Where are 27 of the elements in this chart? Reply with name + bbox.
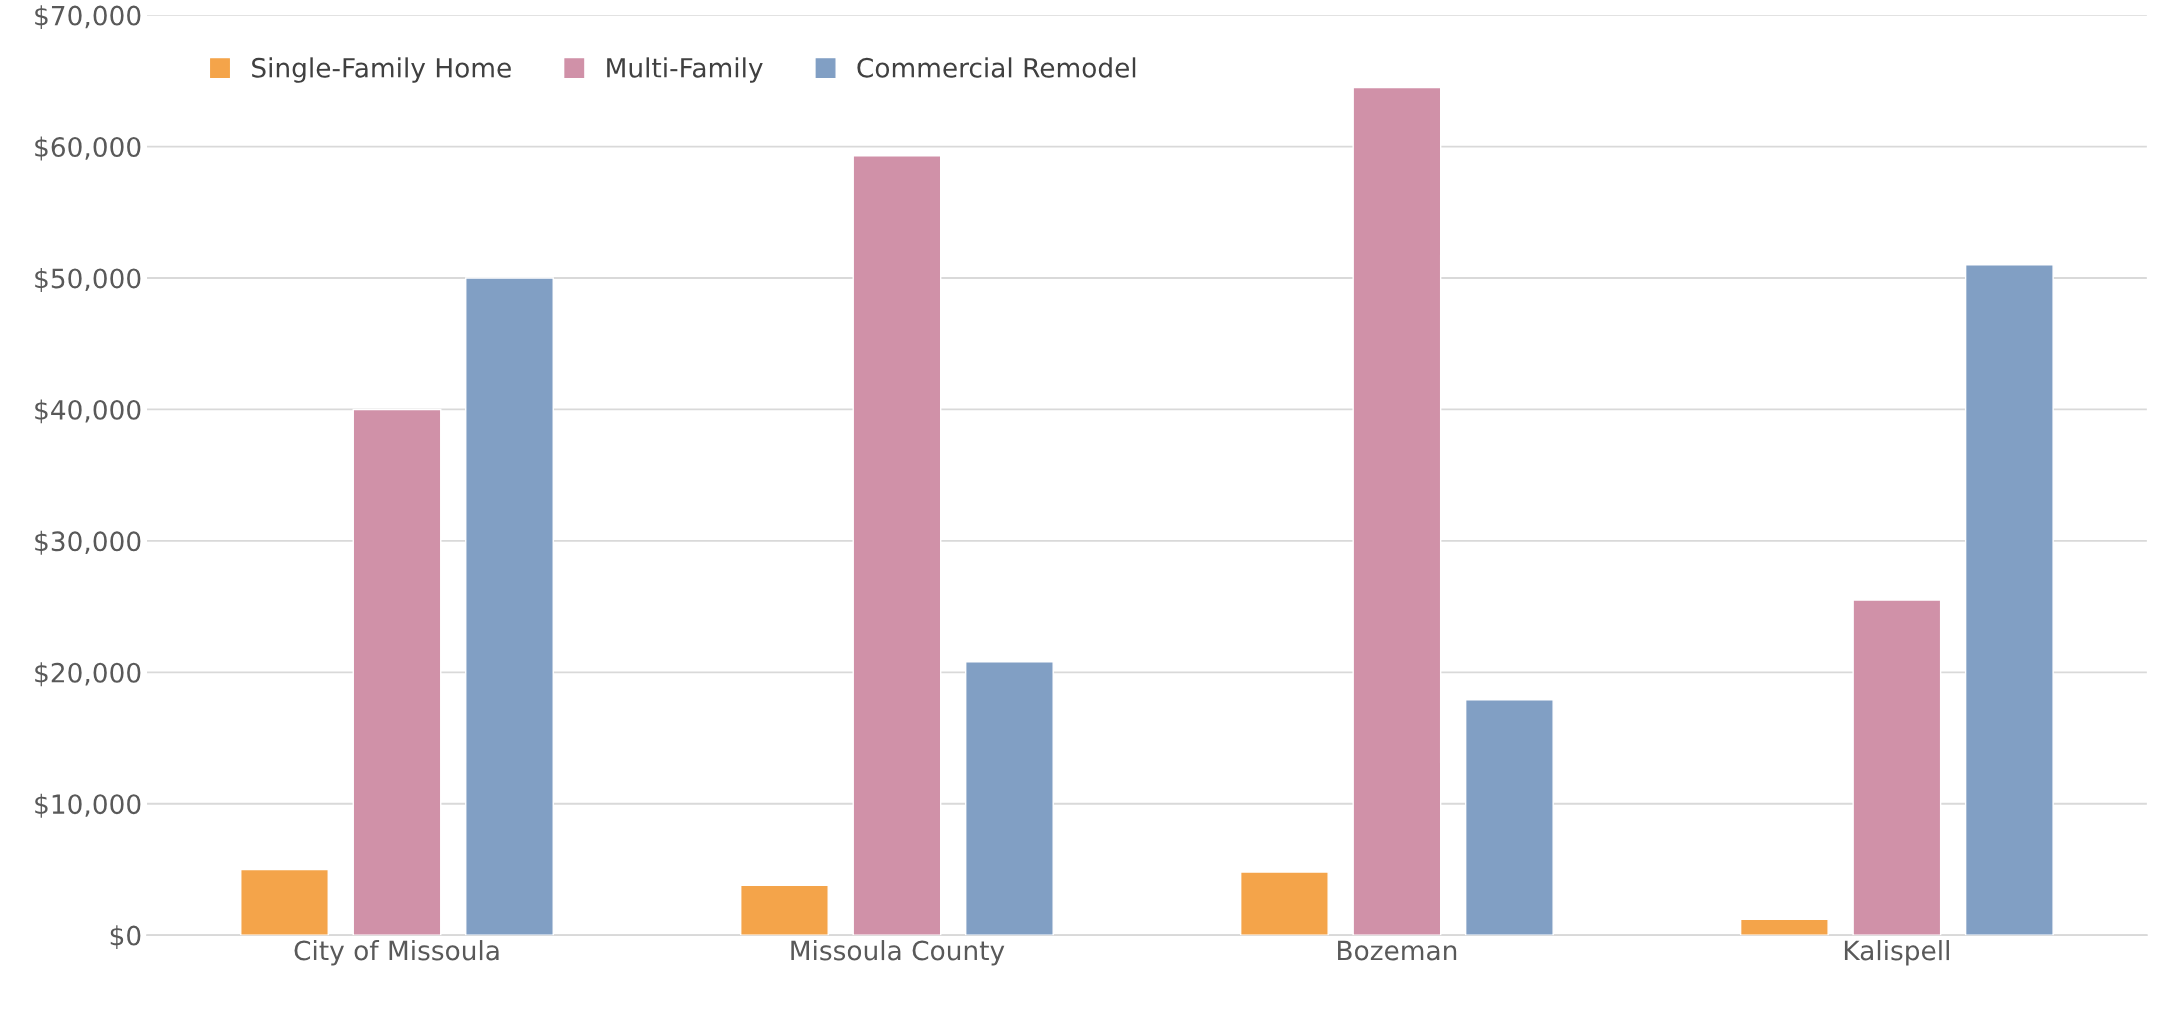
x-tick-label: Missoula County [791, 940, 1005, 966]
bar [1739, 918, 1829, 936]
y-tick-label: $30,000 [35, 530, 141, 555]
x-tick-label: City of Missoula [294, 940, 499, 966]
bar [1464, 699, 1554, 936]
x-tick-label: Bozeman [1338, 940, 1457, 961]
bar [1239, 871, 1329, 936]
legend-label: Single-Family Home [252, 57, 511, 83]
legend-label: Commercial Remodel [857, 57, 1136, 78]
bar [1964, 264, 2054, 936]
bar [465, 277, 554, 936]
bar [965, 661, 1054, 936]
y-tick-label: $70,000 [35, 5, 141, 30]
legend-label: Multi-Family [607, 57, 763, 83]
y-tick-label: $60,000 [35, 136, 141, 161]
bar [740, 884, 829, 936]
y-tick-label: $40,000 [35, 399, 141, 424]
bar [1852, 599, 1942, 936]
y-tick-label: $10,000 [35, 793, 141, 818]
bar [1352, 86, 1442, 936]
y-tick-label: $50,000 [35, 268, 141, 292]
y-tick-label: $0 [110, 925, 141, 950]
bar [240, 868, 329, 936]
bar [852, 155, 942, 936]
bar [352, 408, 442, 936]
y-tick-label: $20,000 [35, 662, 141, 687]
x-tick-label: Kalispell [1844, 940, 1949, 966]
